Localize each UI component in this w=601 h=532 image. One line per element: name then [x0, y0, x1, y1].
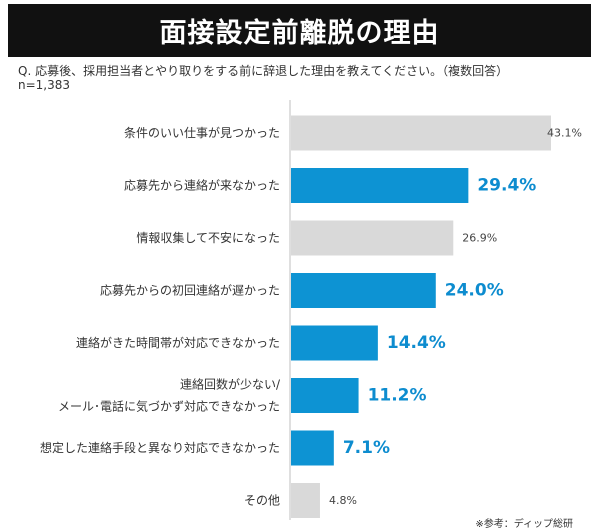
bar-5 [291, 378, 359, 413]
value-label-3: 24.0% [445, 281, 504, 301]
value-label-6: 7.1% [343, 438, 390, 458]
bar-7 [291, 483, 320, 518]
survey-question: Q. 応募後、採用担当者とやり取りをする前に辞退した理由を教えてください。（複数… [18, 64, 509, 78]
value-label-2: 26.9% [462, 232, 497, 245]
bar-1 [291, 168, 469, 203]
chart-title: 面接設定前離脱の理由 [159, 18, 440, 49]
bar-0 [291, 115, 551, 151]
value-label-0: 43.1% [547, 127, 582, 140]
value-label-4: 14.4% [387, 333, 446, 353]
category-label-6: 想定した連絡手段と異なり対応できなかった [40, 440, 280, 455]
value-label-1: 29.4% [477, 176, 536, 196]
category-label-2: 情報収集して不安になった [136, 230, 280, 245]
category-label-5-line-1: メール･電話に気づかず対応できなかった [58, 399, 280, 414]
source-credit: ※参考：ディップ総研 [475, 519, 573, 530]
category-label-3: 応募先からの初回連絡が遅かった [100, 283, 280, 298]
title-bar: 面接設定前離脱の理由 [8, 4, 591, 57]
category-label-5-line-0: 連絡回数が少ない/ [180, 377, 281, 392]
category-label-0: 条件のいい仕事が見つかった [124, 125, 280, 140]
bar-chart: 条件のいい仕事が見つかった 43.1% 応募先から連絡が来なかった 29.4% 情報収集… [40, 100, 582, 520]
value-label-7: 4.8% [329, 494, 357, 507]
category-label-4: 連絡がきた時間帯が対応できなかった [76, 335, 280, 350]
bar-2 [291, 220, 454, 256]
sample-size: n=1,383 [18, 78, 71, 92]
category-label-1: 応募先から連絡が来なかった [124, 178, 280, 193]
category-label-7: その他 [244, 494, 280, 508]
bar-6 [291, 430, 334, 466]
value-label-5: 11.2% [368, 386, 427, 406]
bar-4 [291, 325, 378, 361]
bar-3 [291, 273, 436, 308]
